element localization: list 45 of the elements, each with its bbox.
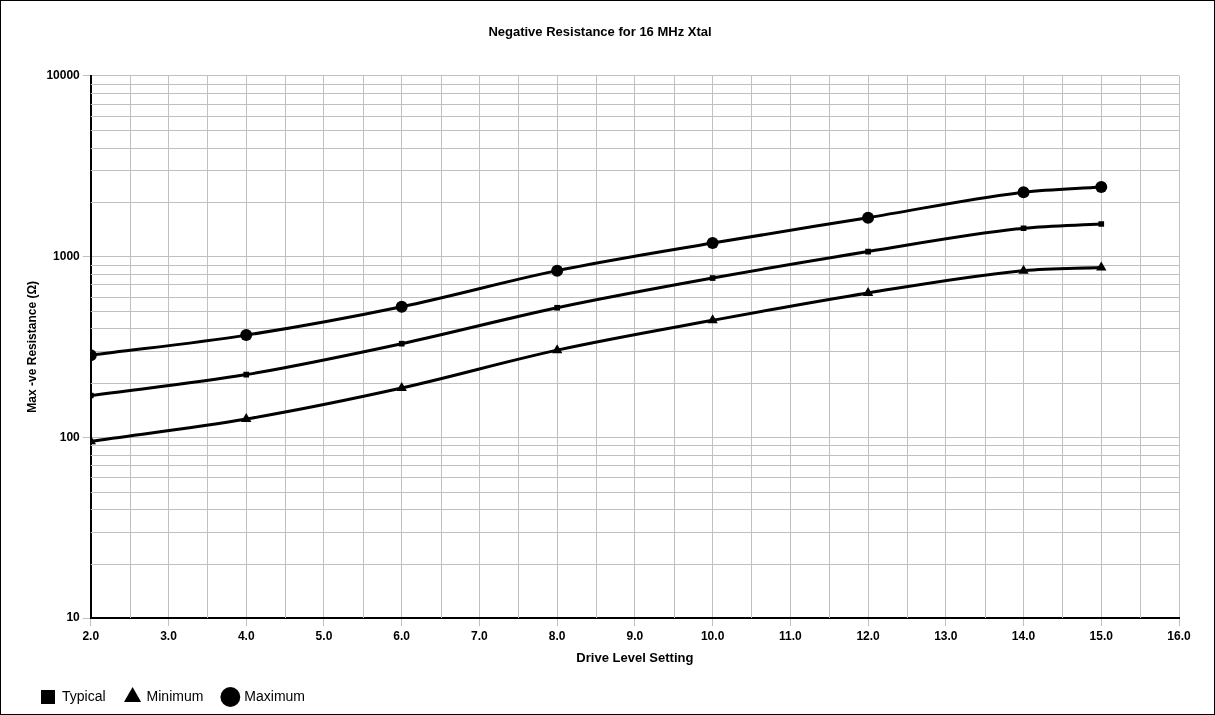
point (1098, 221, 1105, 227)
point (1017, 186, 1030, 199)
x-tick-label: 14.0 (1011, 628, 1036, 643)
x-tick-label: 9.0 (626, 628, 644, 643)
x-tick-label: 15.0 (1089, 628, 1114, 643)
point (862, 211, 875, 224)
legend-label: Typical (62, 687, 106, 704)
x-tick-label: 3.0 (160, 628, 178, 643)
x-tick-label: 12.0 (856, 628, 881, 643)
point (240, 329, 253, 342)
y-tick-label: 10000 (46, 67, 81, 82)
x-tick-label: 2.0 (82, 628, 100, 643)
point (551, 264, 564, 277)
point (1020, 225, 1027, 232)
x-tick-label: 16.0 (1167, 628, 1191, 643)
y-axis-title: Max -ve Resistance (Ω) (24, 280, 39, 413)
x-tick-label: 8.0 (548, 628, 566, 643)
point (551, 344, 563, 354)
point (709, 275, 716, 281)
point (398, 340, 405, 347)
x-tick-label: 6.0 (393, 628, 411, 643)
chart-title: Negative Resistance for 16 MHz Xtal (488, 24, 712, 40)
y-tick-label: 1000 (53, 248, 81, 263)
point (1018, 264, 1029, 274)
y-tick-label: 10 (66, 610, 81, 625)
x-tick-label: 5.0 (315, 628, 333, 643)
point (396, 382, 407, 392)
y-tick-label: 100 (59, 429, 81, 444)
legend-label: Minimum (146, 687, 204, 704)
x-tick-label: 4.0 (237, 628, 255, 643)
point (241, 413, 252, 423)
point (707, 314, 718, 324)
point (554, 304, 560, 311)
point (865, 248, 871, 255)
x-tick-label: 7.0 (471, 628, 489, 643)
x-tick-label: 10.0 (700, 628, 725, 643)
point (862, 286, 874, 296)
legend-label: Maximum (244, 687, 306, 704)
x-tick-label: 11.0 (778, 628, 803, 643)
x-axis-title: Drive Level Setting (576, 649, 694, 665)
point (706, 237, 719, 250)
x-tick-label: 13.0 (934, 628, 958, 643)
point (395, 300, 408, 313)
point (1095, 180, 1108, 193)
point (243, 371, 250, 378)
